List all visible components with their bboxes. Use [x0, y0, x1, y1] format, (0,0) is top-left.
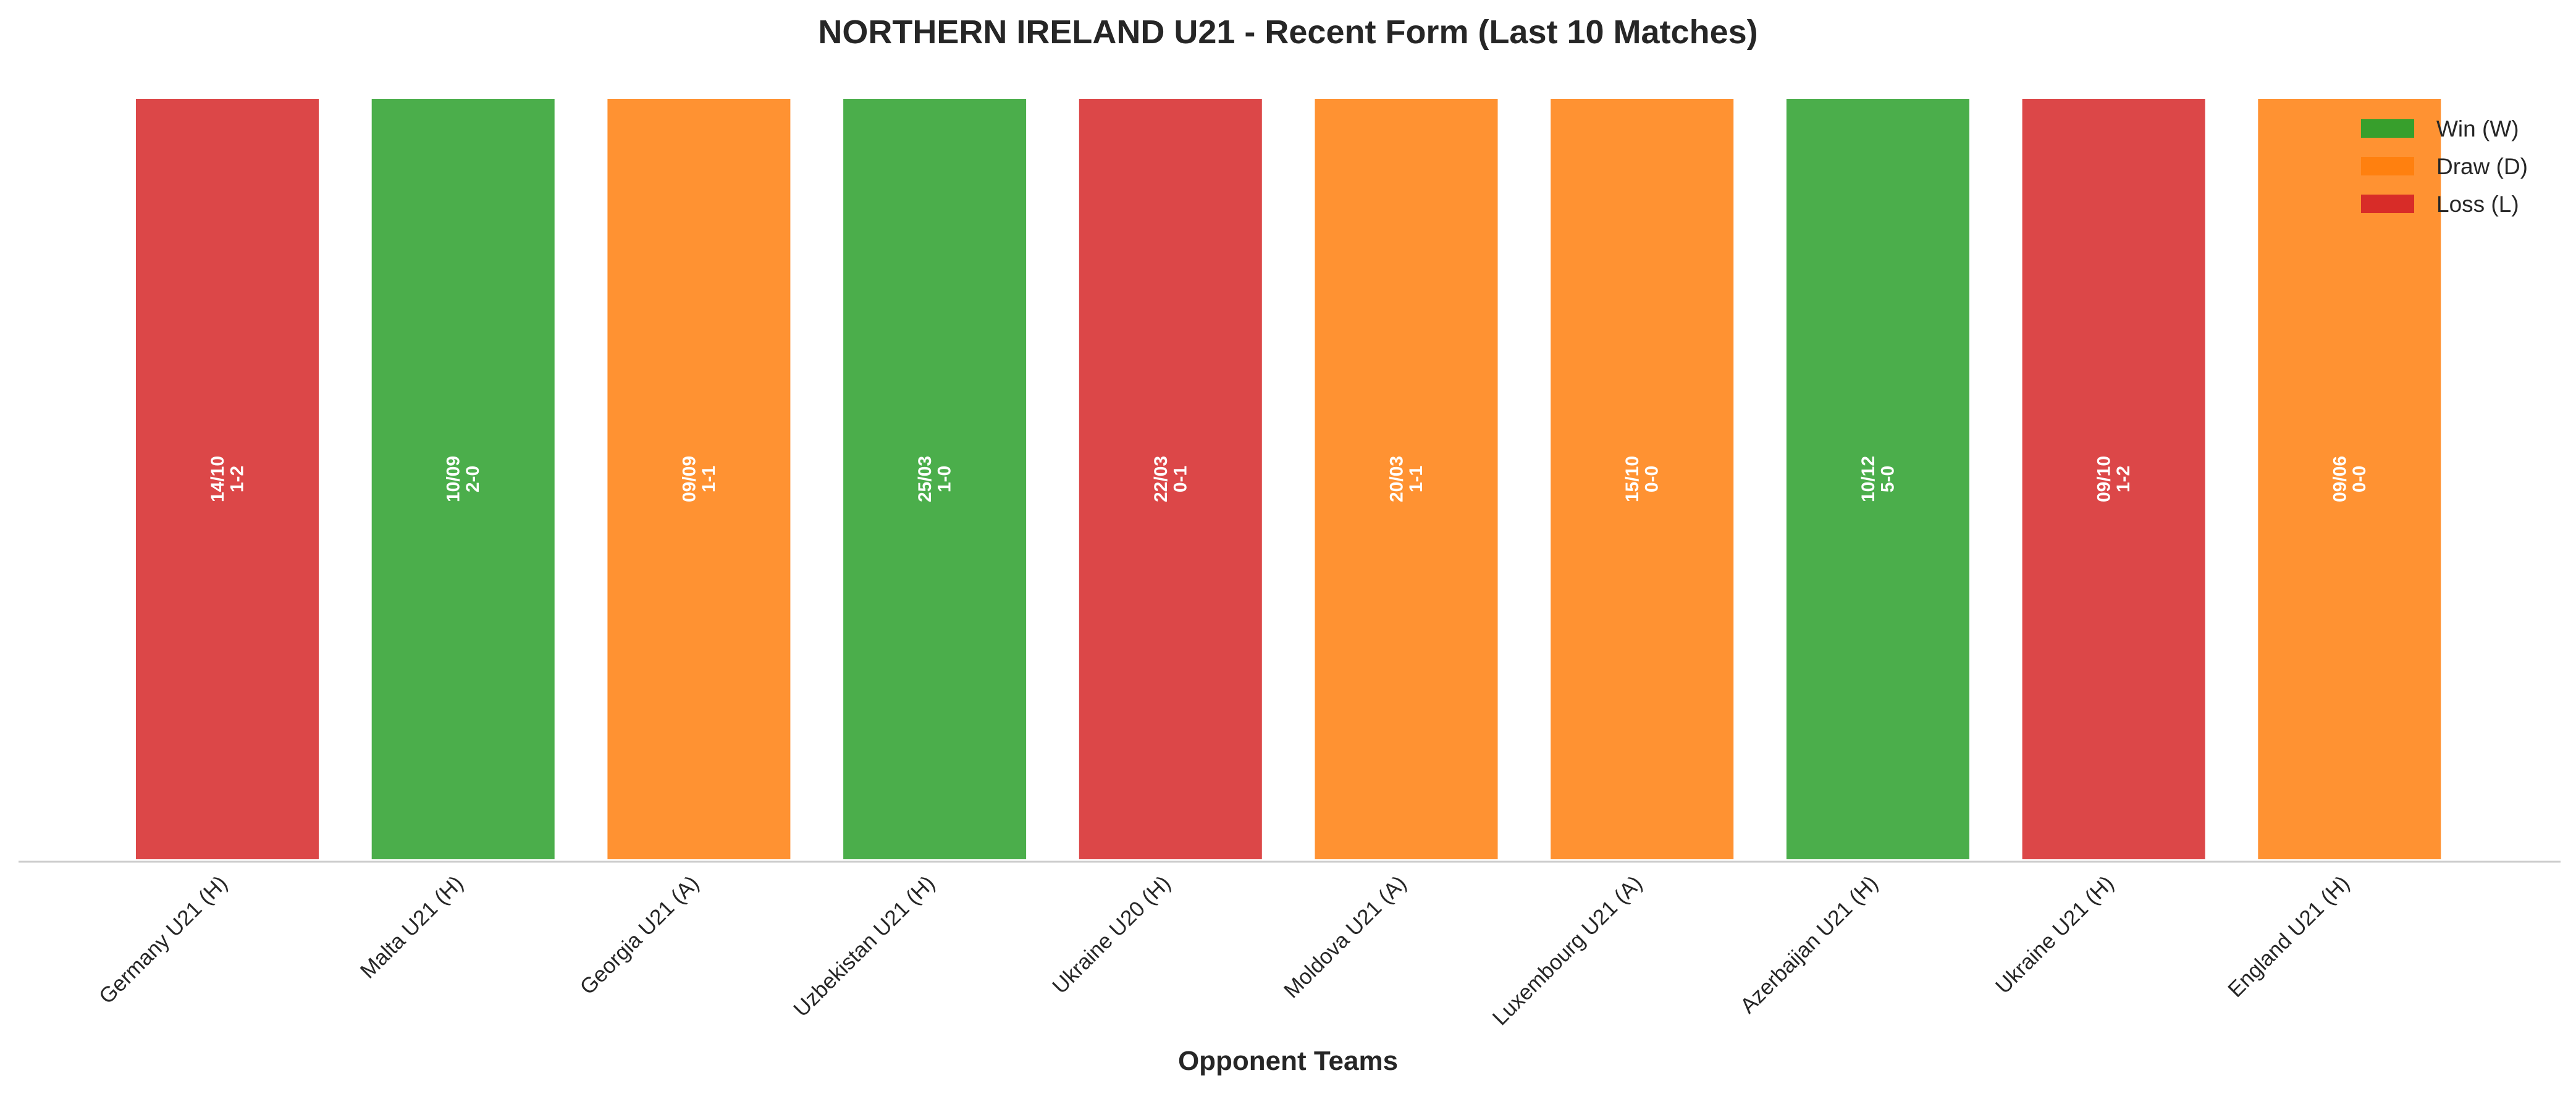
bar-8: [1783, 96, 1972, 862]
legend-label-d: Draw (D): [2436, 154, 2528, 179]
x-tick-label-2: Malta U21 (H): [356, 871, 468, 983]
bar-label-1: 14/101-2: [208, 456, 248, 502]
bar-labels-layer: 14/101-2 10/092-0 09/091-1 25/031-0 22/030-1…: [208, 456, 2370, 502]
bar-3: [605, 96, 793, 862]
chart-title: NORTHERN IRELAND U21 - Recent Form (Last…: [818, 14, 1757, 51]
bar-label-4: 25/031-0: [915, 456, 955, 502]
bar-1: [133, 96, 321, 862]
bar-4: [841, 96, 1029, 862]
bars-layer: [133, 96, 2444, 862]
bar-2: [369, 96, 557, 862]
bar-label-6: 20/031-1: [1387, 456, 1427, 502]
legend-swatch-w: [2361, 119, 2414, 138]
bar-label-3: 09/091-1: [679, 456, 719, 502]
bar-label-7: 15/100-0: [1622, 456, 1662, 502]
bar-10: [2255, 96, 2444, 862]
x-tick-label-3: Georgia U21 (A): [575, 871, 704, 999]
bar-5: [1076, 96, 1265, 862]
bar-7: [1548, 96, 1736, 862]
bar-label-10: 09/060-0: [2330, 456, 2370, 502]
x-axis-label: Opponent Teams: [1178, 1046, 1398, 1076]
x-tick-labels: Germany U21 (H) Malta U21 (H) Georgia U21 …: [95, 871, 2354, 1030]
legend-label-l: Loss (L): [2436, 191, 2519, 217]
bar-6: [1312, 96, 1501, 862]
x-tick-label-4: Uzbekistan U21 (H): [789, 871, 940, 1022]
x-tick-label-9: Ukraine U21 (H): [1991, 871, 2118, 998]
x-tick-label-8: Azerbaijan U21 (H): [1736, 871, 1883, 1018]
x-tick-label-6: Moldova U21 (A): [1279, 871, 1411, 1003]
bar-label-9: 09/101-2: [2094, 456, 2134, 502]
bar-label-5: 22/030-1: [1151, 456, 1191, 502]
x-tick-label-10: England U21 (H): [2223, 871, 2354, 1002]
bar-label-2: 10/092-0: [444, 456, 484, 502]
legend-swatch-d: [2361, 157, 2414, 175]
bar-9: [2019, 96, 2208, 862]
x-tick-label-5: Ukraine U20 (H): [1048, 871, 1175, 998]
bar-label-8: 10/125-0: [1858, 456, 1898, 502]
legend-label-w: Win (W): [2436, 116, 2519, 141]
legend: Win (W) Draw (D) Loss (L): [2361, 116, 2528, 217]
x-tick-label-1: Germany U21 (H): [95, 871, 232, 1009]
x-tick-label-7: Luxembourg U21 (A): [1488, 871, 1647, 1030]
legend-swatch-l: [2361, 195, 2414, 213]
